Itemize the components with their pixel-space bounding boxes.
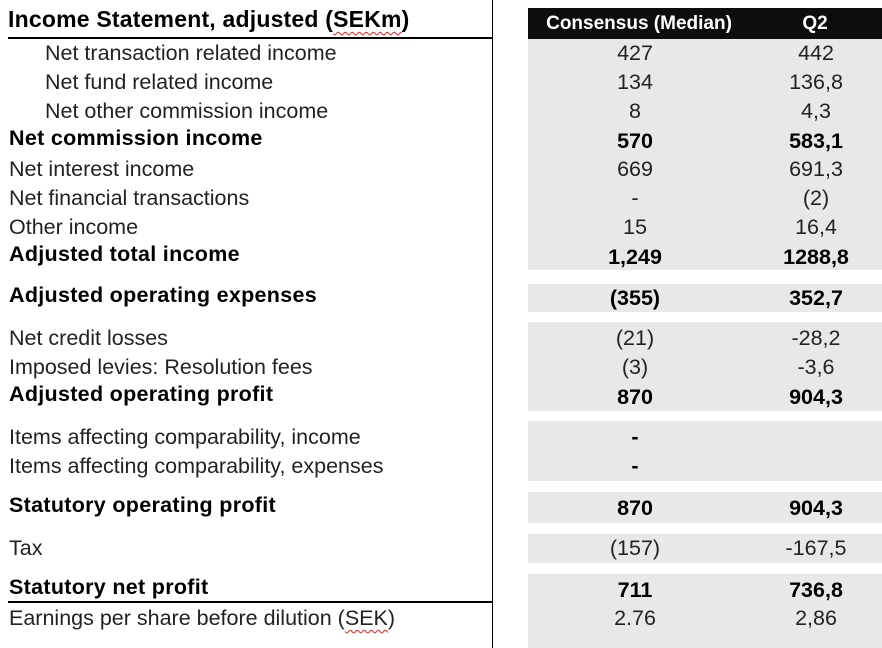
row-label-imposed-levies: Imposed levies: Resolution fees <box>9 355 313 379</box>
q2-imposed-levies: -3,6 <box>797 355 835 379</box>
shade-block-tax <box>528 534 882 563</box>
q2-stat-op-profit: 904,3 <box>789 496 843 520</box>
q2-net-credit-losses: -28,2 <box>791 326 841 350</box>
consensus-eps: 2.76 <box>614 606 656 630</box>
consensus-net-financial: - <box>631 186 639 210</box>
column-header-q2: Q2 <box>802 13 828 34</box>
row-label-net-credit-losses: Net credit losses <box>9 326 168 350</box>
row-label-iac-expenses: Items affecting comparability, expenses <box>9 454 384 478</box>
q2-eps: 2,86 <box>795 606 837 630</box>
row-label-eps: Earnings per share before dilution (SEK) <box>9 606 396 630</box>
q2-adj-op-profit: 904,3 <box>789 385 843 409</box>
statement-title: Income Statement, adjusted (SEKm) <box>8 6 410 32</box>
q2-other-income: 16,4 <box>795 215 837 239</box>
consensus-net-transaction: 427 <box>617 41 653 65</box>
row-label-tax: Tax <box>9 536 43 560</box>
consensus-net-commission: 570 <box>617 129 653 153</box>
row-label-adj-op-profit: Adjusted operating profit <box>9 382 274 406</box>
consensus-imposed-levies: (3) <box>621 355 649 379</box>
consensus-adj-total-income: 1,249 <box>608 245 662 269</box>
row-label-adj-total-income: Adjusted total income <box>9 242 240 266</box>
q2-net-transaction: 442 <box>798 41 834 65</box>
row-label-net-transaction: Net transaction related income <box>45 41 337 65</box>
consensus-net-credit-losses: (21) <box>615 326 655 350</box>
shade-block-income <box>528 39 882 270</box>
q2-adj-total-income: 1288,8 <box>783 245 849 269</box>
q2-net-fund: 136,8 <box>789 70 843 94</box>
net-profit-underline-left <box>8 601 492 603</box>
column-divider <box>492 0 493 648</box>
consensus-net-other-commission: 8 <box>629 99 641 123</box>
shade-block-credit <box>528 322 882 411</box>
row-label-net-fund: Net fund related income <box>45 70 274 94</box>
column-header-bar <box>528 8 882 39</box>
title-underline <box>8 37 492 39</box>
title-unit: SEKm <box>333 6 402 32</box>
eps-unit: SEK <box>344 606 388 630</box>
consensus-tax: (157) <box>609 536 661 560</box>
q2-net-interest: 691,3 <box>789 157 843 181</box>
q2-net-financial: (2) <box>802 186 830 210</box>
consensus-iac-expenses: - <box>631 454 639 478</box>
q2-stat-net-profit: 736,8 <box>789 578 843 602</box>
consensus-net-fund: 134 <box>617 70 653 94</box>
q2-adj-opex: 352,7 <box>789 286 843 310</box>
row-label-net-commission: Net commission income <box>9 126 263 150</box>
row-label-iac-income: Items affecting comparability, income <box>9 425 361 449</box>
q2-tax: -167,5 <box>785 536 847 560</box>
shade-block-opex <box>528 284 882 312</box>
column-header-consensus: Consensus (Median) <box>546 13 732 34</box>
consensus-stat-net-profit: 711 <box>617 578 653 602</box>
row-label-stat-net-profit: Statutory net profit <box>9 575 209 599</box>
consensus-net-interest: 669 <box>617 157 653 181</box>
row-label-other-income: Other income <box>9 215 139 239</box>
q2-net-commission: 583,1 <box>789 129 843 153</box>
row-label-stat-op-profit: Statutory operating profit <box>9 493 276 517</box>
shade-block-net-profit <box>528 574 882 648</box>
consensus-adj-op-profit: 870 <box>617 385 653 409</box>
shade-block-iac <box>528 421 882 481</box>
consensus-iac-income: - <box>631 425 639 449</box>
consensus-other-income: 15 <box>623 215 647 239</box>
consensus-stat-op-profit: 870 <box>617 496 653 520</box>
shade-block-stat-op <box>528 492 882 523</box>
consensus-adj-opex: (355) <box>609 286 661 310</box>
row-label-net-financial: Net financial transactions <box>9 186 250 210</box>
row-label-adj-opex: Adjusted operating expenses <box>9 283 317 307</box>
q2-net-other-commission: 4,3 <box>801 99 831 123</box>
row-label-net-other-commission: Net other commission income <box>45 99 329 123</box>
row-label-net-interest: Net interest income <box>9 157 195 181</box>
